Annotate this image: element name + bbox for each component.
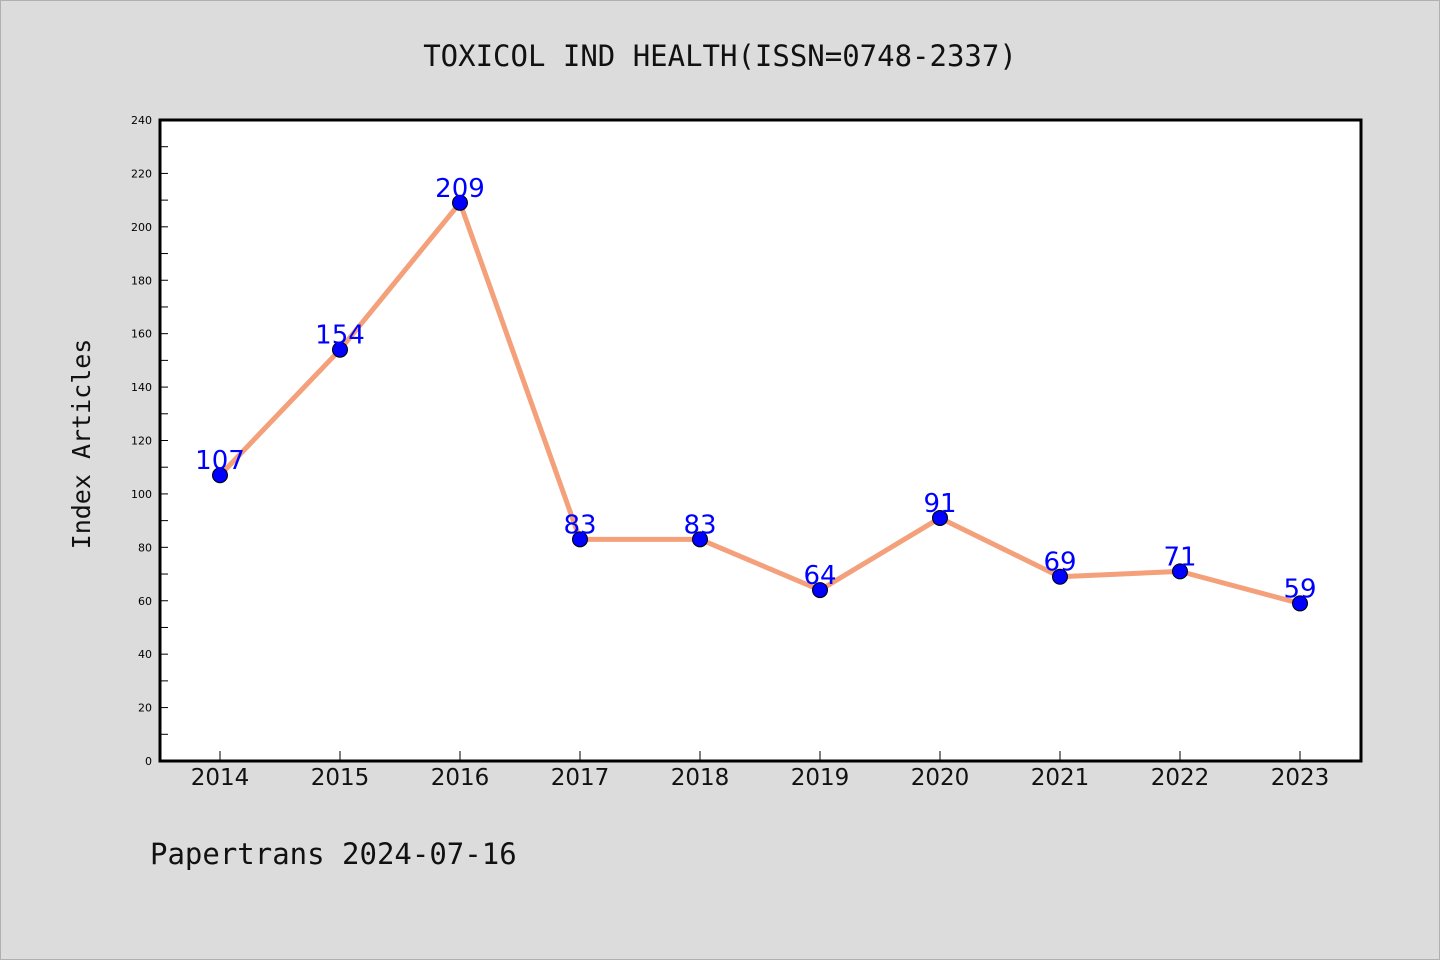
data-label-group: 107 154 209 83 83 64 91 69 71 59: [195, 174, 1316, 605]
series-line-group: [217, 200, 1303, 606]
x-tick-label: 2019: [791, 765, 850, 791]
y-tick-label: 40: [138, 648, 152, 661]
data-point-marker: [332, 341, 348, 358]
x-tick-label: 2023: [1271, 765, 1330, 791]
x-tick-label: 2021: [1031, 765, 1090, 791]
x-tick-label: 2020: [911, 765, 970, 791]
data-point-marker: [452, 194, 468, 211]
x-tick-label: 2015: [311, 765, 370, 791]
data-point-marker: [1172, 563, 1188, 580]
data-value-label: 154: [315, 321, 365, 351]
x-tick-label: 2022: [1151, 765, 1210, 791]
data-value-label: 209: [435, 174, 485, 204]
y-tick-label: 140: [131, 381, 152, 394]
x-axis: 2014 2015 2016 2017 2018 2019 2020 2021 2022 2023: [191, 751, 1330, 791]
y-tick-label: 180: [131, 274, 152, 287]
data-point-marker: [1292, 595, 1308, 612]
data-value-label: 59: [1283, 574, 1316, 604]
data-point-marker: [1052, 568, 1068, 585]
data-point-marker: [572, 531, 588, 548]
y-tick-label: 120: [131, 435, 152, 448]
data-value-label: 64: [803, 561, 836, 591]
x-tick-label: 2014: [191, 765, 250, 791]
x-tick-label: 2018: [671, 765, 730, 791]
x-tick-label: 2016: [431, 765, 490, 791]
data-value-label: 71: [1163, 542, 1196, 572]
y-tick-label: 100: [131, 488, 152, 501]
y-tick-label: 20: [138, 702, 152, 715]
marker-group: [212, 194, 1308, 612]
data-point-marker: [692, 531, 708, 548]
x-tick-label: 2017: [551, 765, 610, 791]
chart-title: TOXICOL IND HEALTH(ISSN=0748-2337): [423, 39, 1017, 73]
data-point-marker: [212, 467, 228, 484]
y-tick-label: 60: [138, 595, 152, 608]
plot-border: [158, 118, 1363, 763]
y-axis-label: Index Articles: [67, 339, 96, 550]
y-tick-label: 160: [131, 328, 152, 341]
footer-credit: Papertrans 2024-07-16: [150, 837, 517, 871]
plot-area: [160, 120, 1361, 761]
y-tick-label: 240: [131, 114, 152, 127]
y-axis: 0 20 40 60 80 100 120 140 160 180 200 220 240: [131, 114, 168, 768]
data-value-label: 107: [195, 446, 245, 476]
series-line: [217, 200, 1303, 606]
data-value-label: 83: [563, 510, 596, 540]
y-tick-label: 200: [131, 221, 152, 234]
y-tick-label: 220: [131, 167, 152, 180]
data-value-label: 83: [683, 510, 716, 540]
y-tick-label: 0: [145, 755, 152, 768]
data-value-label: 91: [923, 489, 956, 519]
data-value-label: 69: [1043, 548, 1076, 578]
y-tick-label: 80: [138, 541, 152, 554]
data-point-marker: [812, 582, 828, 599]
data-point-marker: [932, 509, 948, 526]
